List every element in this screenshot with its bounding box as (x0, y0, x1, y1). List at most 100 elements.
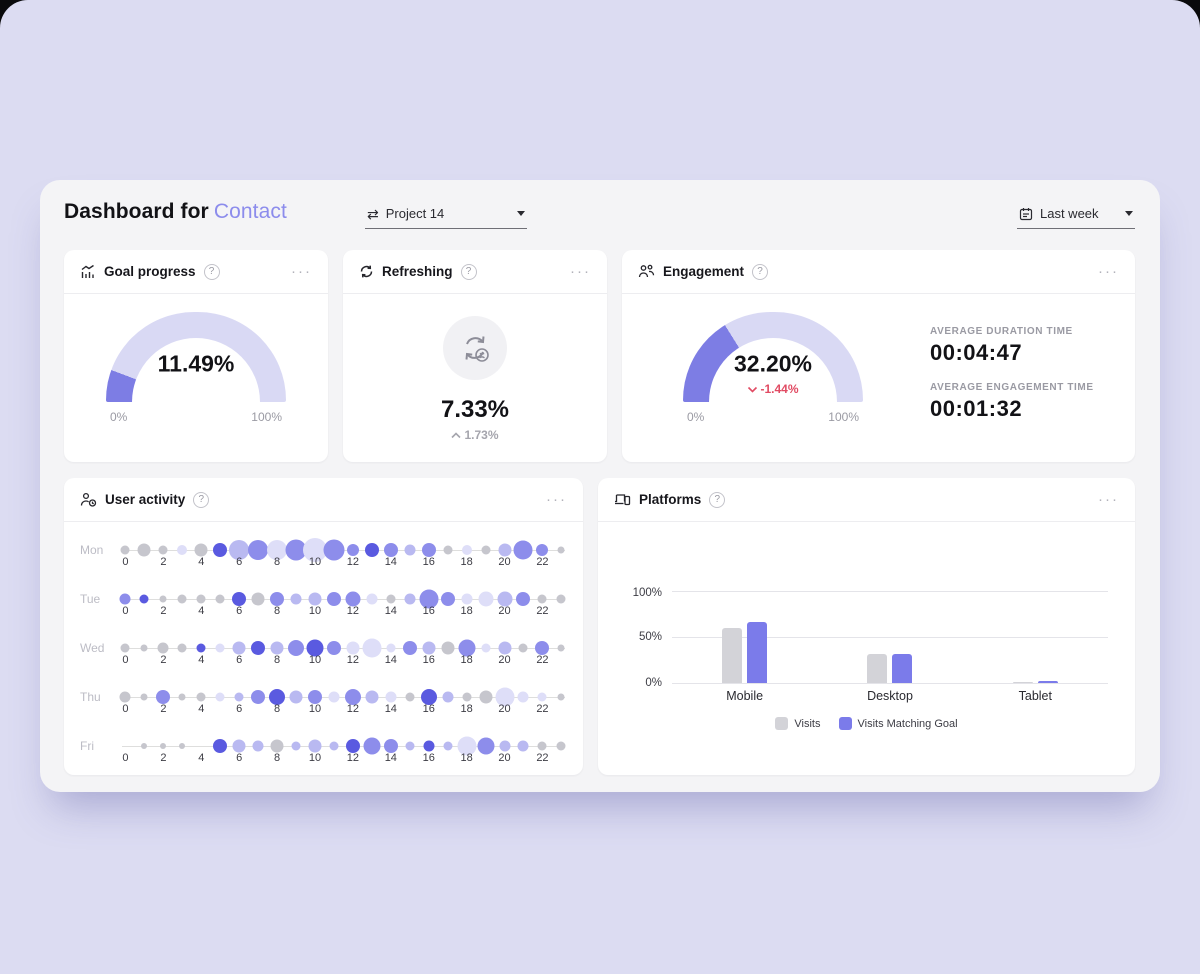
help-icon[interactable]: ? (460, 263, 477, 280)
activity-bubble[interactable] (229, 540, 250, 560)
activity-bubble[interactable] (252, 740, 264, 752)
activity-bubble[interactable] (179, 743, 186, 749)
visits-bar[interactable] (722, 628, 743, 683)
activity-bubble[interactable] (345, 739, 360, 753)
activity-bubble[interactable] (458, 639, 476, 657)
activity-bubble[interactable] (440, 592, 455, 606)
more-menu-button[interactable]: ··· (570, 263, 591, 280)
activity-bubble[interactable] (404, 544, 416, 556)
activity-bubble[interactable] (177, 594, 187, 604)
activity-bubble[interactable] (346, 641, 360, 655)
activity-bubble[interactable] (516, 592, 531, 606)
activity-bubble[interactable] (517, 691, 529, 703)
activity-bubble[interactable] (366, 593, 378, 605)
activity-bubble[interactable] (402, 641, 417, 655)
more-menu-button[interactable]: ··· (1098, 263, 1119, 280)
activity-bubble[interactable] (405, 692, 415, 702)
activity-bubble[interactable] (457, 736, 477, 756)
activity-bubble[interactable] (213, 543, 228, 557)
project-selector[interactable]: ⇄ Project 14 (365, 204, 527, 229)
activity-bubble[interactable] (345, 591, 361, 607)
activity-bubble[interactable] (267, 540, 288, 560)
activity-bubble[interactable] (536, 544, 549, 556)
activity-bubble[interactable] (462, 692, 472, 702)
activity-bubble[interactable] (498, 543, 512, 557)
activity-bubble[interactable] (557, 644, 565, 652)
activity-bubble[interactable] (270, 641, 284, 655)
activity-bubble[interactable] (557, 693, 565, 701)
activity-bubble[interactable] (308, 739, 322, 753)
activity-bubble[interactable] (177, 545, 188, 555)
activity-bubble[interactable] (346, 544, 359, 556)
activity-bubble[interactable] (196, 692, 206, 702)
activity-bubble[interactable] (497, 591, 513, 607)
activity-bubble[interactable] (556, 594, 566, 604)
visits-bar[interactable] (1012, 682, 1033, 683)
activity-bubble[interactable] (308, 690, 322, 704)
activity-bubble[interactable] (119, 593, 131, 605)
activity-bubble[interactable] (556, 741, 566, 751)
activity-bubble[interactable] (120, 545, 130, 555)
help-icon[interactable]: ? (203, 263, 220, 280)
activity-bubble[interactable] (177, 643, 187, 653)
activity-bubble[interactable] (232, 739, 246, 753)
activity-bubble[interactable] (329, 741, 339, 751)
activity-bubble[interactable] (365, 690, 379, 704)
activity-bubble[interactable] (405, 741, 415, 751)
activity-bubble[interactable] (478, 591, 494, 607)
activity-bubble[interactable] (326, 592, 341, 606)
activity-bubble[interactable] (291, 741, 301, 751)
activity-bubble[interactable] (423, 740, 435, 752)
activity-bubble[interactable] (308, 592, 322, 606)
activity-bubble[interactable] (137, 543, 151, 557)
activity-bubble[interactable] (461, 593, 473, 605)
activity-bubble[interactable] (363, 737, 381, 755)
activity-bubble[interactable] (422, 641, 436, 655)
activity-bubble[interactable] (215, 643, 225, 653)
activity-bubble[interactable] (479, 690, 493, 704)
activity-bubble[interactable] (364, 543, 379, 557)
activity-bubble[interactable] (232, 592, 247, 606)
activity-bubble[interactable] (139, 594, 149, 604)
activity-bubble[interactable] (328, 691, 340, 703)
activity-bubble[interactable] (344, 689, 361, 705)
activity-bubble[interactable] (215, 692, 225, 702)
activity-bubble[interactable] (477, 737, 495, 755)
activity-bubble[interactable] (285, 539, 307, 561)
activity-bubble[interactable] (289, 690, 303, 704)
more-menu-button[interactable]: ··· (291, 263, 312, 280)
activity-bubble[interactable] (383, 543, 398, 557)
activity-bubble[interactable] (386, 643, 396, 653)
goal-bar[interactable] (892, 654, 913, 683)
activity-bubble[interactable] (420, 689, 437, 705)
activity-bubble[interactable] (499, 740, 511, 752)
activity-bubble[interactable] (443, 545, 453, 555)
activity-bubble[interactable] (215, 594, 225, 604)
activity-bubble[interactable] (443, 741, 453, 751)
activity-bubble[interactable] (251, 641, 266, 655)
activity-bubble[interactable] (441, 641, 455, 655)
more-menu-button[interactable]: ··· (1098, 491, 1119, 508)
activity-bubble[interactable] (557, 546, 565, 554)
activity-bubble[interactable] (537, 594, 547, 604)
goal-bar[interactable] (1037, 681, 1058, 683)
activity-bubble[interactable] (290, 593, 302, 605)
date-range-selector[interactable]: Last week (1017, 204, 1135, 229)
activity-bubble[interactable] (119, 691, 131, 703)
activity-bubble[interactable] (513, 540, 533, 560)
activity-bubble[interactable] (537, 741, 547, 751)
activity-bubble[interactable] (421, 543, 436, 557)
activity-bubble[interactable] (442, 691, 454, 703)
goal-bar[interactable] (747, 622, 768, 683)
activity-bubble[interactable] (159, 595, 167, 603)
activity-bubble[interactable] (537, 692, 547, 702)
activity-bubble[interactable] (495, 687, 515, 707)
activity-bubble[interactable] (141, 743, 148, 749)
activity-bubble[interactable] (383, 739, 398, 753)
activity-bubble[interactable] (535, 641, 550, 655)
help-icon[interactable]: ? (752, 263, 769, 280)
activity-bubble[interactable] (385, 691, 397, 703)
activity-bubble[interactable] (362, 638, 382, 658)
activity-bubble[interactable] (213, 739, 228, 753)
activity-bubble[interactable] (160, 743, 167, 749)
